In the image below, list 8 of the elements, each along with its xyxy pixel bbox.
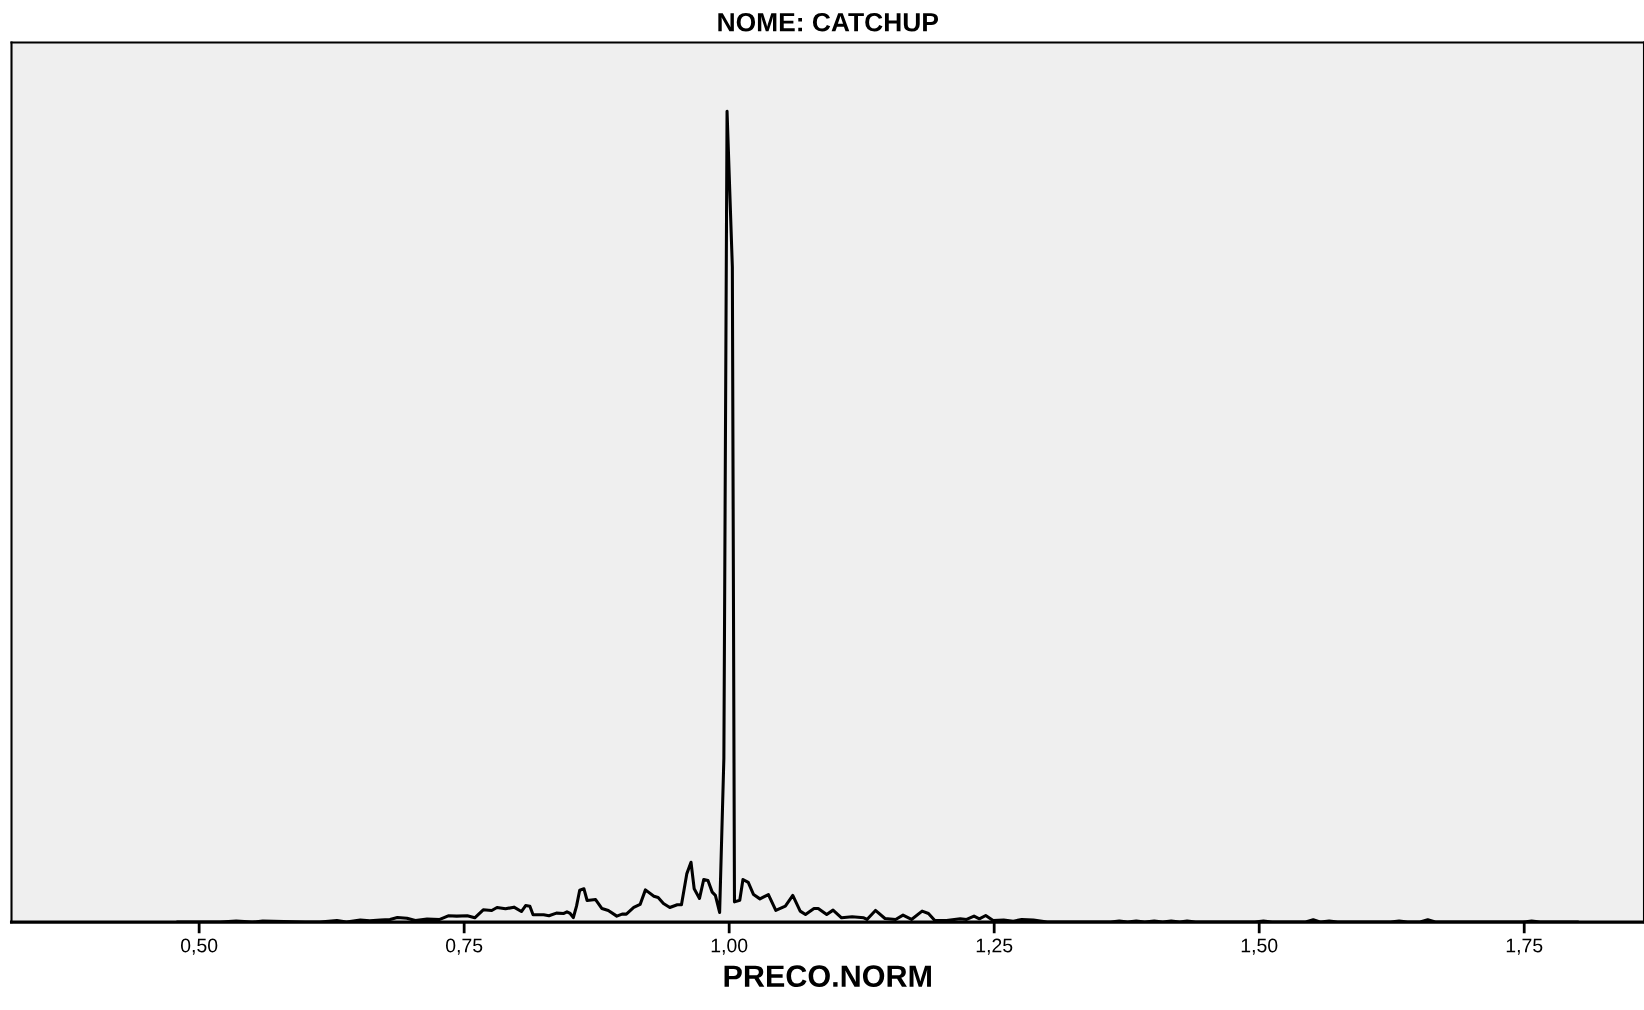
x-tick-label: 0,75: [445, 938, 483, 955]
x-tick-label: 1,50: [1241, 938, 1278, 955]
x-tick-label: 1,25: [976, 938, 1013, 955]
x-axis-title: PRECO.NORM: [724, 965, 931, 988]
x-tick-label: 1,75: [1506, 938, 1543, 955]
x-tick-label: 0,50: [180, 938, 218, 955]
x-tick-label: 1,00: [711, 938, 748, 955]
chart-title: NOME: CATCHUP: [718, 12, 939, 32]
